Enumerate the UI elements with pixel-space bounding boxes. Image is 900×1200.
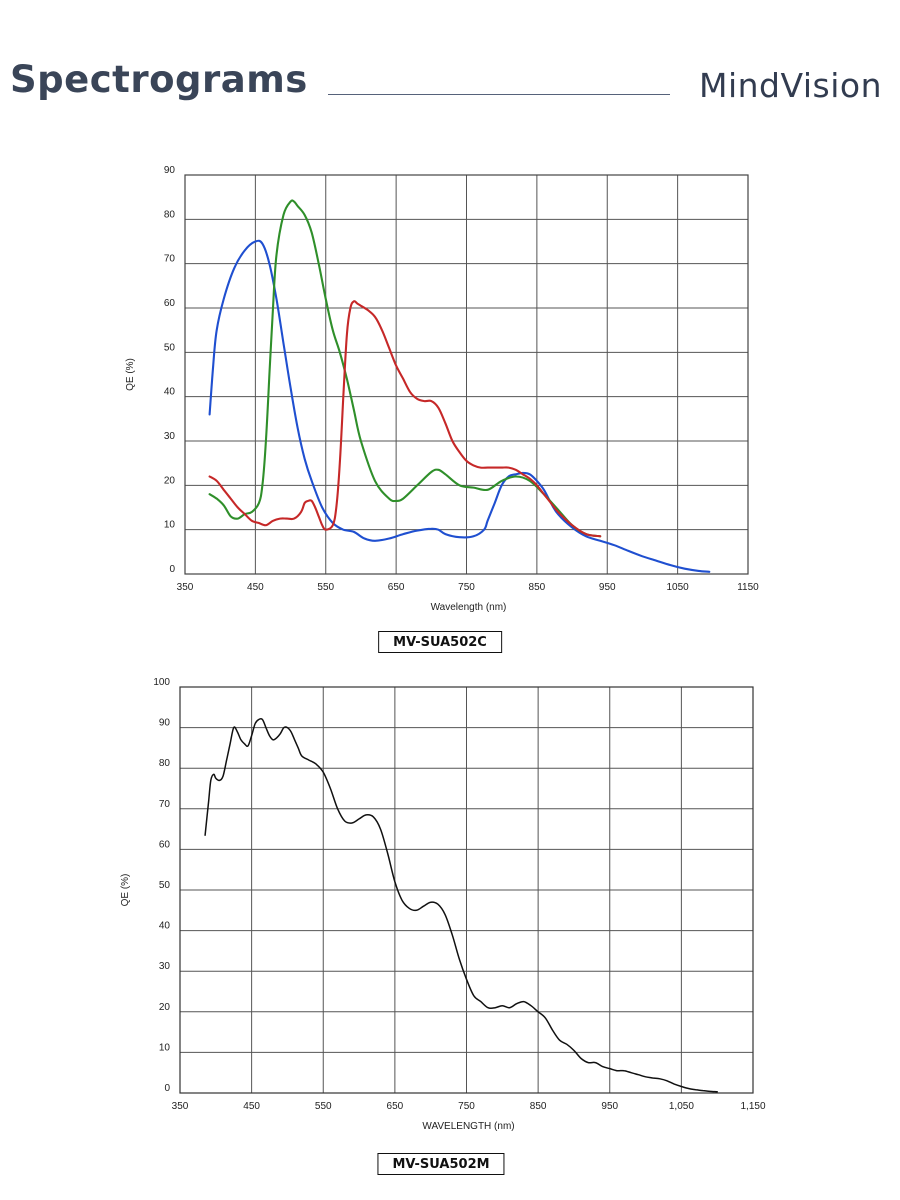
y-tick-label: 60 — [159, 839, 171, 850]
page-title: Spectrograms — [10, 58, 308, 101]
y-tick-label: 40 — [164, 387, 176, 398]
model-label-mono: MV-SUA502M — [377, 1153, 505, 1175]
color-plot-frame — [184, 174, 749, 575]
y-tick-label: 20 — [159, 1002, 171, 1013]
y-tick-label: 60 — [164, 298, 176, 309]
x-tick-label: 750 — [458, 582, 475, 593]
y-tick-label: 0 — [164, 1083, 170, 1094]
x-tick-label: 1050 — [667, 582, 690, 593]
mono-gridlines — [179, 686, 754, 1094]
y-tick-label: 70 — [159, 799, 171, 810]
color-gridlines — [184, 174, 749, 575]
y-axis-label: QE (%) — [120, 874, 131, 907]
y-tick-label: 10 — [159, 1042, 171, 1053]
x-tick-label: 450 — [247, 582, 264, 593]
x-tick-label: 650 — [388, 582, 405, 593]
x-axis-label: Wavelength (nm) — [431, 602, 507, 613]
y-tick-label: 90 — [164, 165, 176, 176]
mono-qe-series-line-1 — [204, 717, 718, 1093]
y-tick-label: 30 — [159, 961, 171, 972]
y-tick-label: 80 — [159, 758, 171, 769]
x-tick-label: 450 — [243, 1101, 260, 1112]
x-tick-label: 350 — [172, 1101, 189, 1112]
x-tick-label: 850 — [530, 1101, 547, 1112]
x-tick-label: 950 — [601, 1101, 618, 1112]
y-tick-label: 70 — [164, 254, 176, 265]
x-tick-label: 1,150 — [740, 1101, 765, 1112]
x-tick-label: 550 — [315, 1101, 332, 1112]
mono-qe-chart: 350 450 550 650 750 850 950 1,050 1,150 0 10 20 30 40… — [120, 677, 766, 1132]
mono-plot-frame — [179, 686, 754, 1094]
y-tick-label: 90 — [159, 718, 171, 729]
y-tick-label: 50 — [159, 880, 171, 891]
x-tick-label: 850 — [529, 582, 546, 593]
header-divider — [328, 94, 670, 95]
color-qe-series-line-1 — [208, 239, 711, 573]
x-tick-label: 350 — [177, 582, 194, 593]
x-axis-label: WAVELENGTH (nm) — [422, 1121, 514, 1132]
y-tick-label: 0 — [169, 564, 175, 575]
y-axis-label: QE (%) — [125, 358, 136, 391]
x-tick-label: 1150 — [737, 582, 759, 593]
model-label-color: MV-SUA502C — [378, 631, 502, 653]
x-tick-label: 650 — [387, 1101, 404, 1112]
x-tick-label: 950 — [599, 582, 616, 593]
y-tick-label: 50 — [164, 342, 176, 353]
color-qe-series-line-2 — [208, 199, 602, 538]
x-tick-label: 750 — [458, 1101, 475, 1112]
brand-logo: MindVision — [699, 66, 882, 105]
color-qe-chart: 350 450 550 650 750 850 950 1050 1150 0 10 20 30 40 50… — [125, 165, 759, 613]
y-tick-label: 10 — [164, 520, 176, 531]
y-tick-label: 40 — [159, 921, 171, 932]
y-tick-label: 30 — [164, 431, 176, 442]
y-tick-label: 20 — [164, 475, 176, 486]
y-tick-label: 80 — [164, 209, 176, 220]
y-tick-label: 100 — [153, 677, 170, 688]
x-tick-label: 1,050 — [669, 1101, 694, 1112]
x-tick-label: 550 — [317, 582, 334, 593]
color-qe-series-line-3 — [208, 300, 602, 538]
